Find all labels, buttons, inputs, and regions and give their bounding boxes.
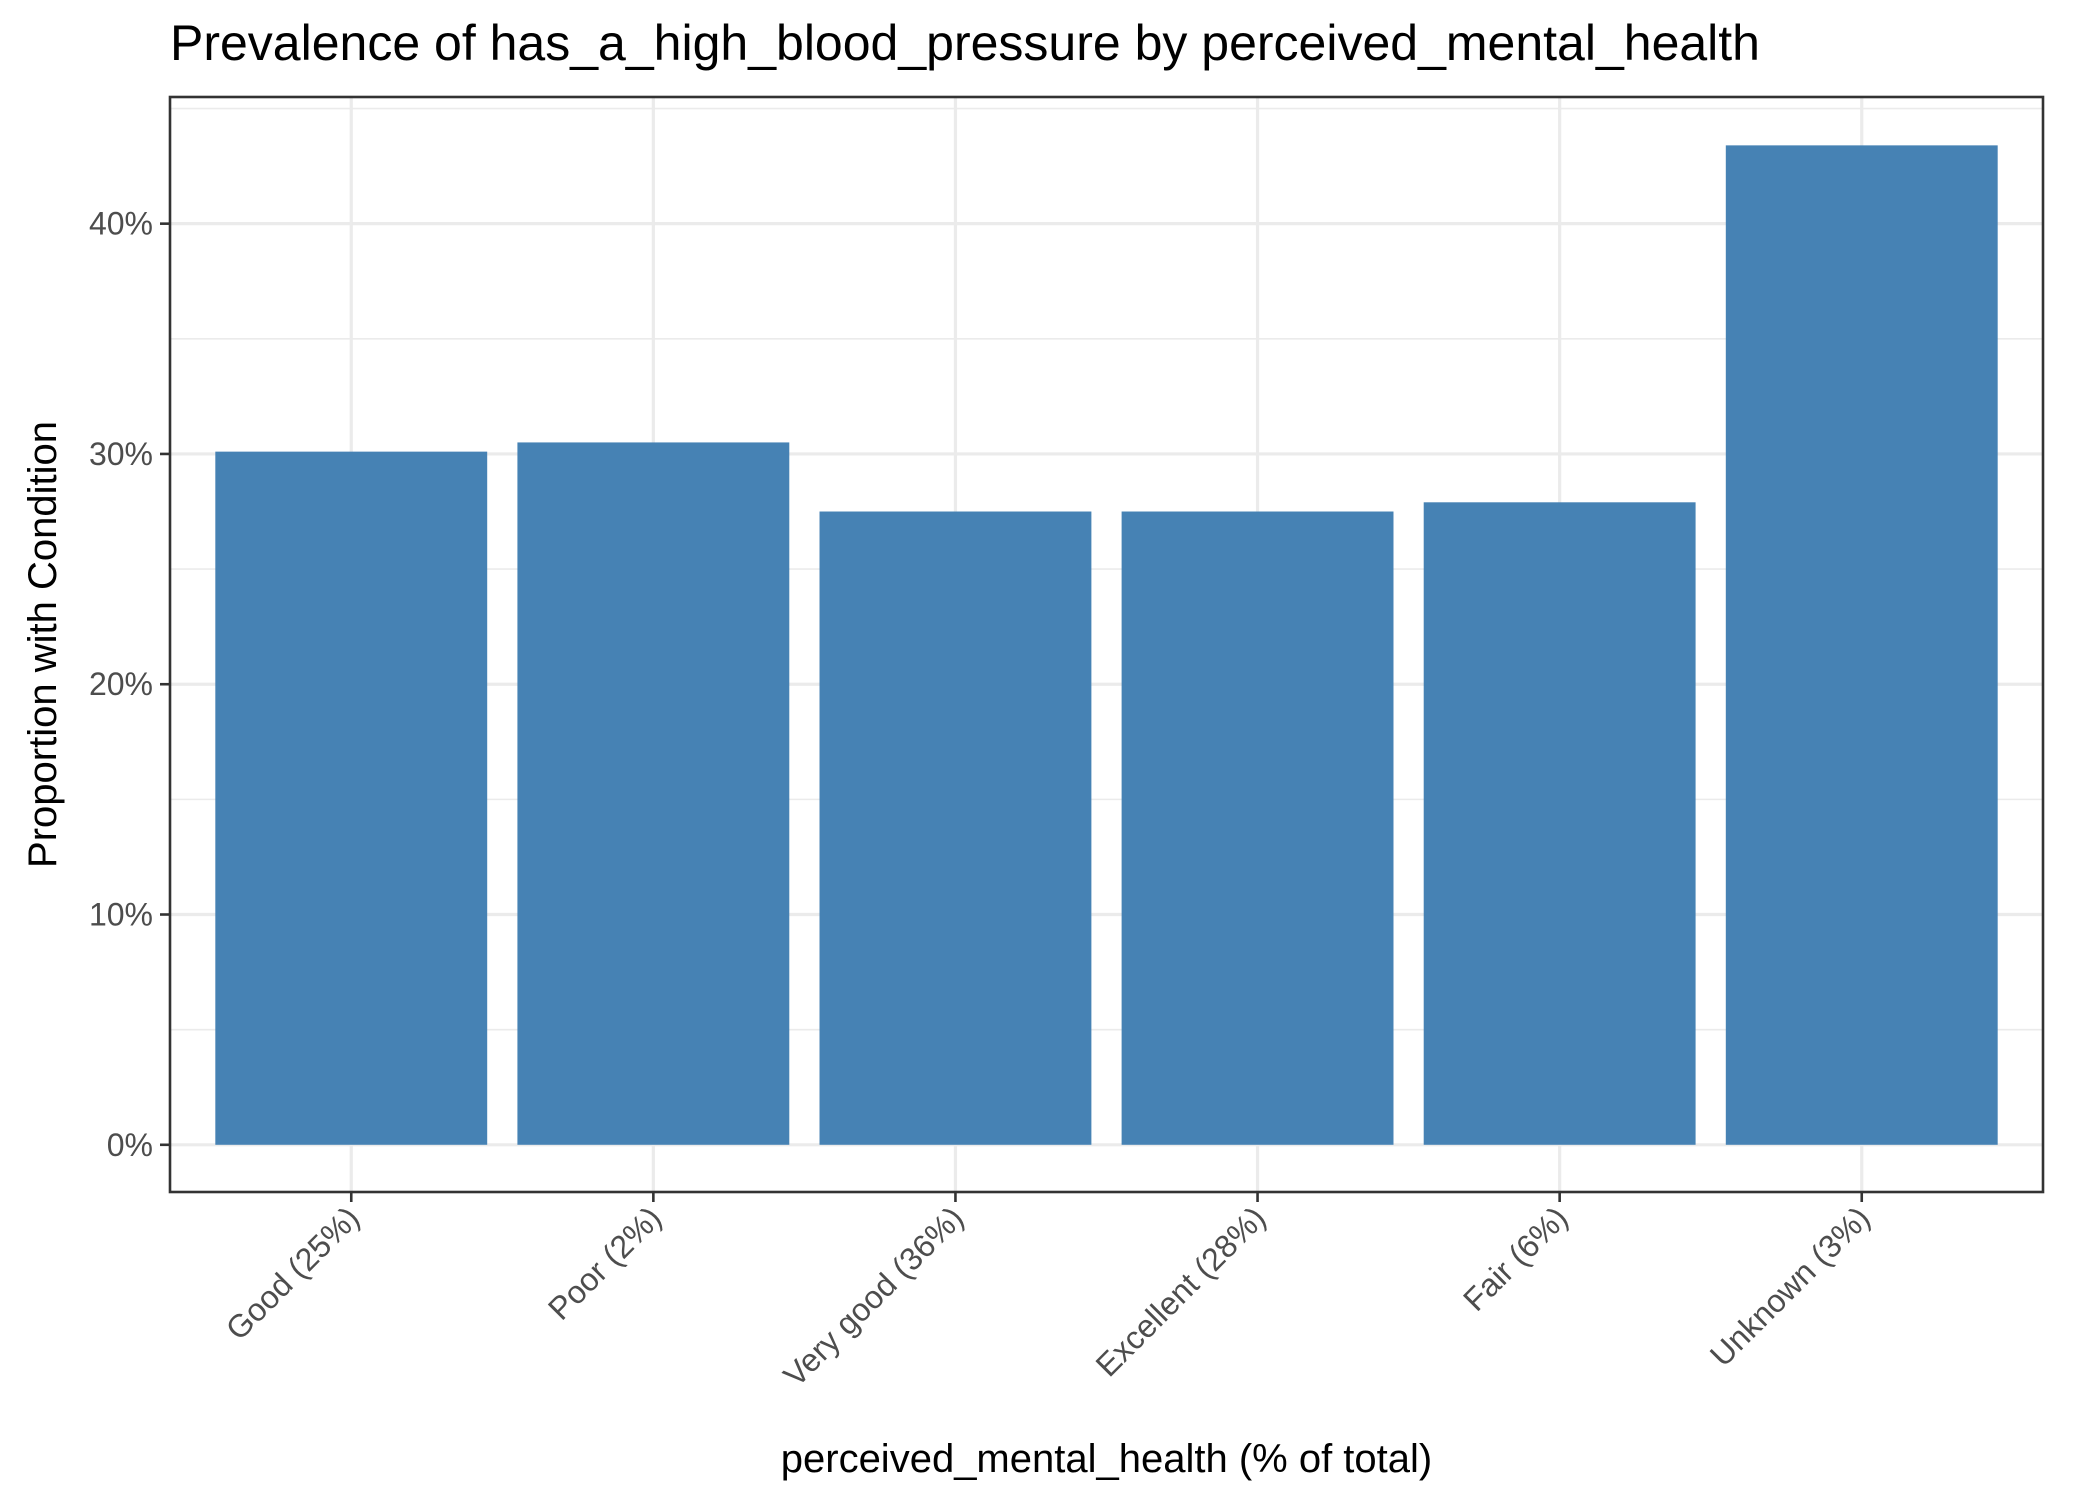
y-tick-label: 20% — [89, 666, 153, 702]
bar-2 — [517, 442, 790, 1145]
y-tick-label: 10% — [89, 897, 153, 933]
y-axis: 0% 10% 20% 30% 40% — [89, 206, 170, 1163]
bar-1 — [215, 451, 488, 1145]
x-axis-title: perceived_mental_health (% of total) — [781, 1437, 1432, 1481]
y-tick-label: 0% — [107, 1127, 153, 1163]
y-tick-label: 30% — [89, 436, 153, 472]
bars — [215, 145, 1998, 1145]
y-tick-label: 40% — [89, 206, 153, 242]
y-axis-title: Proportion with Condition — [21, 421, 65, 868]
plot-panel-border — [168, 95, 2045, 1194]
bar-3 — [819, 511, 1092, 1145]
bar-4 — [1121, 511, 1394, 1145]
bar-6 — [1725, 145, 1998, 1145]
chart-title: Prevalence of has_a_high_blood_pressure … — [170, 15, 1760, 71]
bar-5 — [1423, 502, 1696, 1145]
